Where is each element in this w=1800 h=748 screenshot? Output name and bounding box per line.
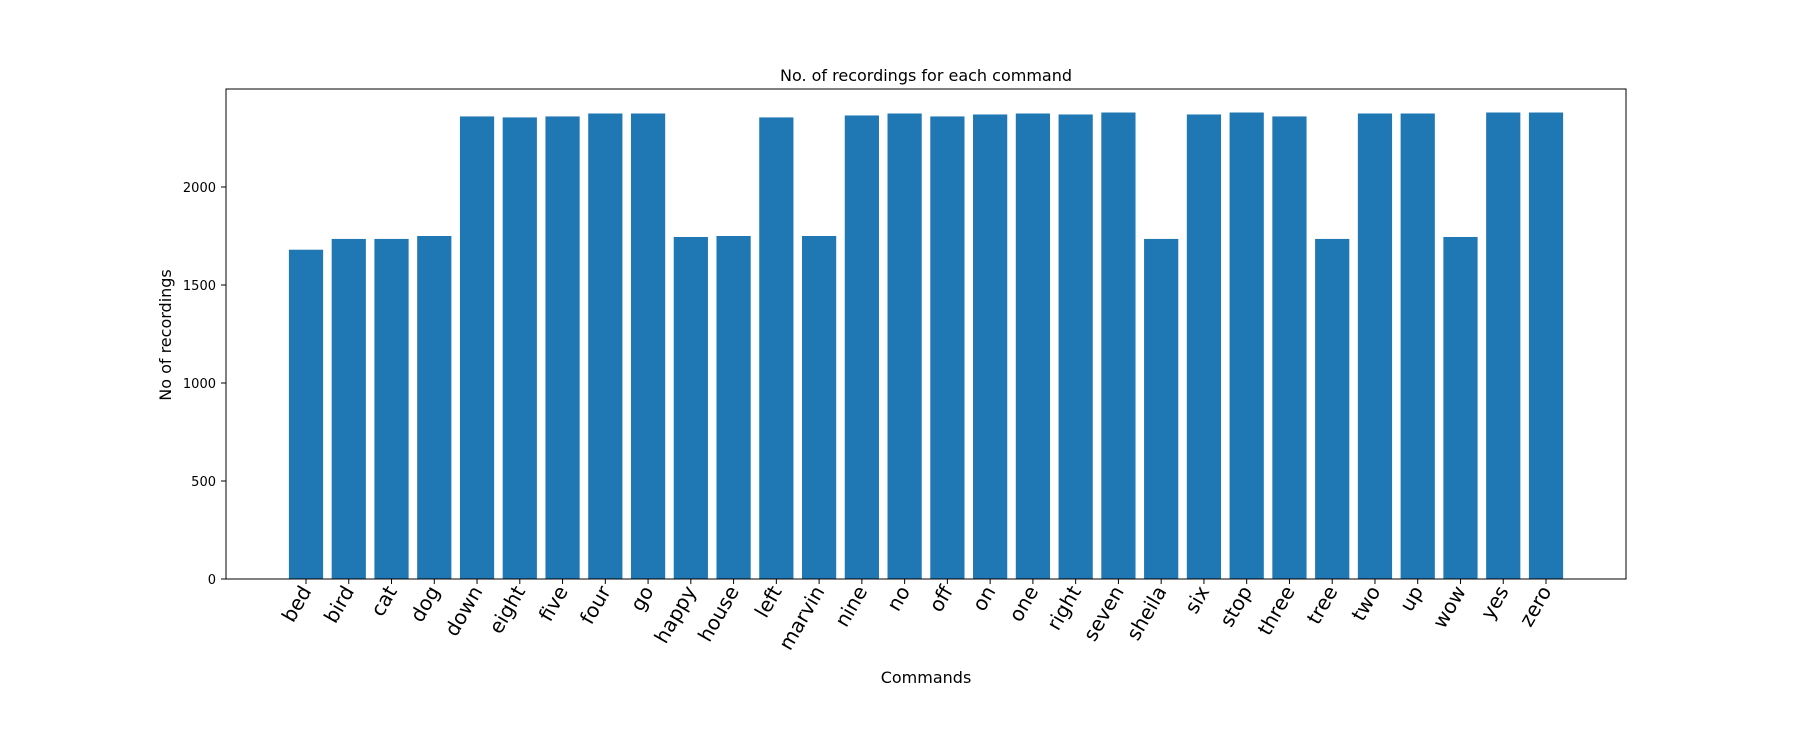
x-tick-label-yes: yes <box>1476 582 1514 624</box>
bars-group <box>288 112 1564 580</box>
bar-three <box>1272 116 1307 579</box>
x-tick-label-six: six <box>1180 581 1215 617</box>
bar-down <box>459 116 495 579</box>
bar-six <box>1186 114 1222 579</box>
bar-seven <box>1101 112 1136 580</box>
bar-nine <box>844 115 879 580</box>
x-tick-label-bed: bed <box>277 582 317 627</box>
bar-house <box>716 236 751 579</box>
x-tick-label-go: go <box>625 582 658 616</box>
plot-frame <box>225 88 1627 580</box>
x-tick-label-right: right <box>1042 581 1086 634</box>
bar-yes <box>1486 112 1521 580</box>
bar-one <box>1015 113 1050 579</box>
y-tick-label-500: 500 <box>191 475 216 490</box>
x-tick-label-no: no <box>882 582 915 616</box>
x-tick-label-on: on <box>967 582 1000 616</box>
x-tick-label-zero: zero <box>1514 582 1556 631</box>
y-tick-label-1500: 1500 <box>183 279 216 294</box>
y-axis-label: No of recordings <box>156 269 175 401</box>
bar-tree <box>1315 238 1350 579</box>
bar-up <box>1400 113 1435 579</box>
x-tick-label-three: three <box>1253 582 1300 640</box>
x-tick-label-down: down <box>440 582 488 641</box>
x-tick-label-tree: tree <box>1302 582 1343 629</box>
bar-no <box>887 113 922 579</box>
bar-off <box>930 116 965 579</box>
x-tick-label-stop: stop <box>1215 582 1257 631</box>
x-tick-label-house: house <box>693 582 744 646</box>
x-tick-label-nine: nine <box>830 582 872 631</box>
chart-title: No. of recordings for each command <box>780 66 1072 85</box>
x-tick-label-off: off <box>924 580 958 616</box>
bar-wow <box>1443 236 1478 580</box>
bar-happy <box>673 236 708 580</box>
x-tick-label-left: left <box>750 581 787 621</box>
x-tick-label-one: one <box>1004 582 1043 626</box>
y-tick-label-1000: 1000 <box>183 377 216 392</box>
x-tick-label-up: up <box>1395 582 1428 616</box>
y-tick-label-2000: 2000 <box>183 181 216 196</box>
bar-on <box>973 114 1008 579</box>
x-tick-label-cat: cat <box>366 581 402 620</box>
x-tick-label-two: two <box>1346 582 1385 626</box>
x-tick-label-dog: dog <box>405 582 445 627</box>
x-tick-label-wow: wow <box>1428 582 1471 633</box>
y-tick-label-0: 0 <box>208 573 216 588</box>
x-tick-label-seven: seven <box>1078 582 1129 646</box>
x-tick-label-happy: happy <box>649 581 701 647</box>
bar-bed <box>288 249 324 579</box>
x-tick-label-sheila: sheila <box>1121 582 1171 645</box>
bar-right <box>1058 114 1093 579</box>
bar-cat <box>374 238 409 579</box>
x-tick-label-eight: eight <box>484 581 530 637</box>
bar-sheila <box>1144 238 1179 579</box>
bar-marvin <box>802 236 837 579</box>
bar-stop <box>1229 112 1264 580</box>
bar-four <box>588 113 623 579</box>
bar-two <box>1357 113 1393 579</box>
bar-five <box>545 116 580 579</box>
x-tick-label-four: four <box>575 581 616 628</box>
bar-left <box>759 117 794 580</box>
y-axis-ticks: 0 500 1000 1500 2000 <box>183 181 226 588</box>
bar-zero <box>1528 112 1564 580</box>
x-tick-label-five: five <box>534 582 573 626</box>
bar-go <box>630 113 666 579</box>
bar-eight <box>502 117 537 580</box>
x-tick-label-bird: bird <box>319 582 359 628</box>
bar-dog <box>417 236 452 579</box>
x-axis-label: Commands <box>881 668 972 687</box>
bar-bird <box>331 238 366 579</box>
